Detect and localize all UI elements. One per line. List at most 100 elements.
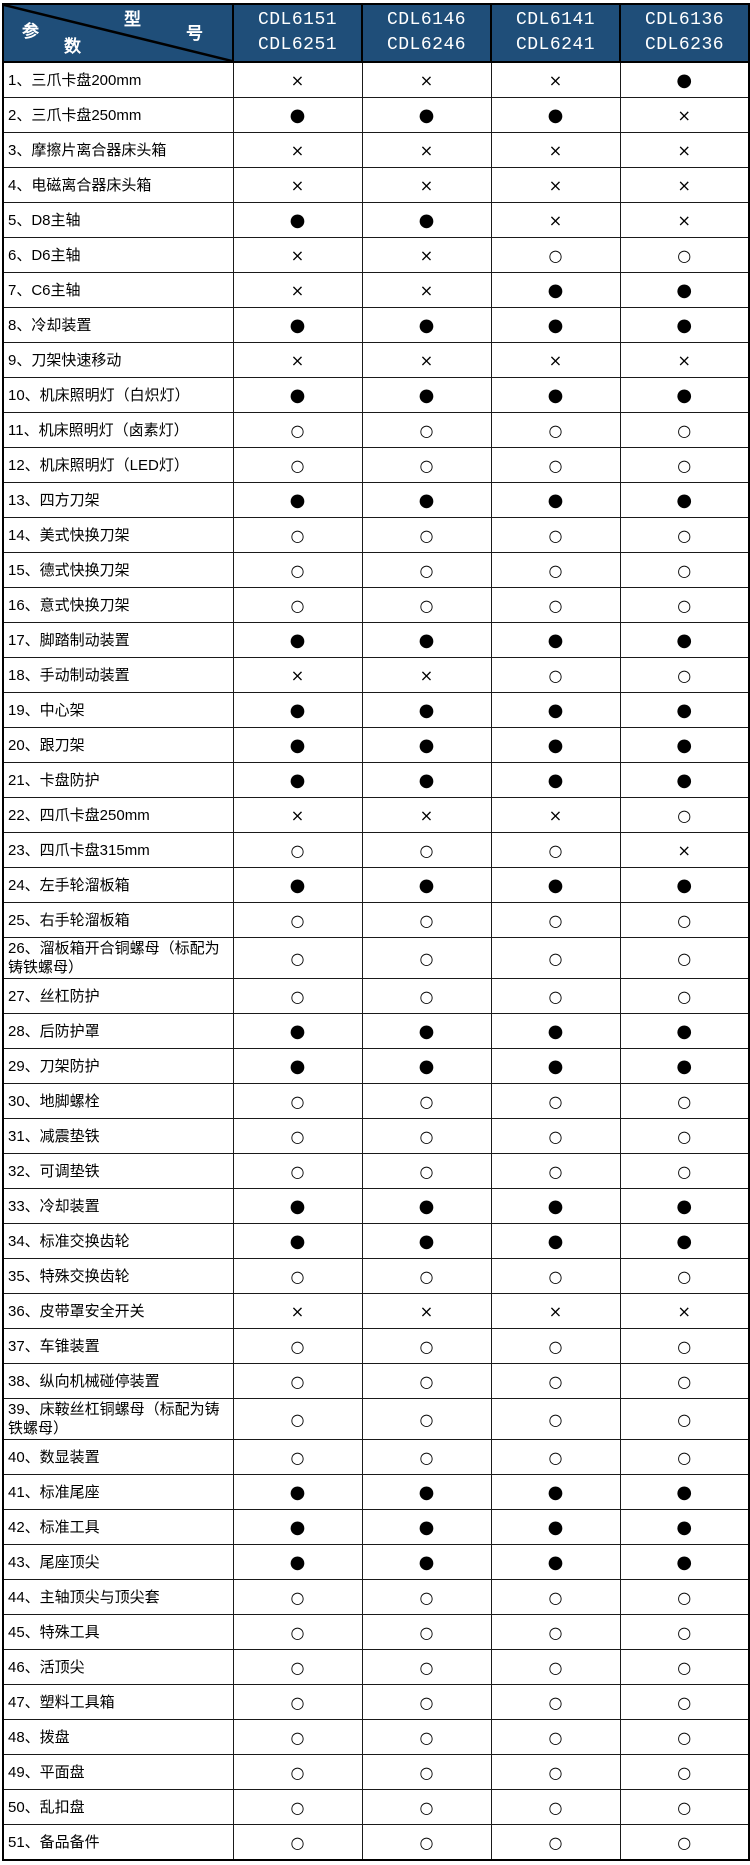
row-label: 34、标准交换齿轮	[2, 1223, 234, 1259]
standard-symbol: ●	[490, 1474, 621, 1510]
none-symbol: ×	[490, 132, 621, 168]
standard-symbol: ●	[619, 377, 750, 413]
none-symbol: ×	[232, 1293, 363, 1329]
optional-symbol: ○	[619, 552, 750, 588]
row-label: 35、特殊交换齿轮	[2, 1258, 234, 1294]
corner-model-char-1: 型	[124, 10, 141, 29]
model-name: CDL6236	[644, 35, 725, 55]
table-row: 17、脚踏制动装置 ● ● ● ●	[2, 622, 750, 658]
table-row: 26、溜板箱开合铜螺母（标配为铸铁螺母） ○ ○ ○ ○	[2, 937, 750, 979]
optional-symbol: ○	[361, 1824, 492, 1861]
optional-symbol: ○	[490, 657, 621, 693]
row-label: 38、纵向机械碰停装置	[2, 1363, 234, 1399]
optional-symbol: ○	[361, 1684, 492, 1720]
optional-symbol: ○	[619, 412, 750, 448]
table-row: 31、减震垫铁 ○ ○ ○ ○	[2, 1118, 750, 1154]
optional-symbol: ○	[490, 447, 621, 483]
none-symbol: ×	[232, 132, 363, 168]
standard-symbol: ●	[232, 1013, 363, 1049]
row-label: 2、三爪卡盘250mm	[2, 97, 234, 133]
standard-symbol: ●	[490, 482, 621, 518]
optional-symbol: ○	[619, 1684, 750, 1720]
row-label: 43、尾座顶尖	[2, 1544, 234, 1580]
row-label: 20、跟刀架	[2, 727, 234, 763]
optional-symbol: ○	[361, 1328, 492, 1364]
optional-symbol: ○	[490, 902, 621, 938]
optional-symbol: ○	[619, 1824, 750, 1861]
table-row: 33、冷却装置 ● ● ● ●	[2, 1188, 750, 1224]
optional-symbol: ○	[490, 1439, 621, 1475]
none-symbol: ×	[619, 342, 750, 378]
table-body: 1、三爪卡盘200mm × × × ● 2、三爪卡盘250mm ● ● ● × 3、摩擦片离合器床头…	[2, 61, 750, 1861]
standard-symbol: ●	[619, 1223, 750, 1259]
row-label: 33、冷却装置	[2, 1188, 234, 1224]
row-label: 40、数显装置	[2, 1439, 234, 1475]
optional-symbol: ○	[361, 552, 492, 588]
model-name: CDL6141	[515, 10, 596, 30]
row-label: 49、平面盘	[2, 1754, 234, 1790]
row-label: 46、活顶尖	[2, 1649, 234, 1685]
optional-symbol: ○	[361, 1363, 492, 1399]
standard-symbol: ●	[361, 762, 492, 798]
table-row: 39、床鞍丝杠铜螺母（标配为铸铁螺母） ○ ○ ○ ○	[2, 1398, 750, 1440]
standard-symbol: ●	[361, 1188, 492, 1224]
optional-symbol: ○	[232, 552, 363, 588]
standard-symbol: ●	[361, 482, 492, 518]
row-label: 47、塑料工具箱	[2, 1684, 234, 1720]
model-header-col-1: CDL6151 CDL6251	[232, 3, 363, 63]
table-row: 15、德式快换刀架 ○ ○ ○ ○	[2, 552, 750, 588]
none-symbol: ×	[232, 342, 363, 378]
optional-symbol: ○	[232, 832, 363, 868]
table-row: 8、冷却装置 ● ● ● ●	[2, 307, 750, 343]
standard-symbol: ●	[490, 727, 621, 763]
table-row: 38、纵向机械碰停装置 ○ ○ ○ ○	[2, 1363, 750, 1399]
optional-symbol: ○	[619, 517, 750, 553]
optional-symbol: ○	[361, 937, 492, 979]
optional-symbol: ○	[361, 1789, 492, 1825]
standard-symbol: ●	[619, 272, 750, 308]
standard-symbol: ●	[619, 1544, 750, 1580]
standard-symbol: ●	[361, 867, 492, 903]
none-symbol: ×	[619, 167, 750, 203]
standard-symbol: ●	[232, 1544, 363, 1580]
none-symbol: ×	[619, 832, 750, 868]
optional-symbol: ○	[619, 1083, 750, 1119]
row-label: 5、D8主轴	[2, 202, 234, 238]
standard-symbol: ●	[619, 1509, 750, 1545]
row-label: 48、拨盘	[2, 1719, 234, 1755]
optional-symbol: ○	[361, 902, 492, 938]
optional-symbol: ○	[232, 1118, 363, 1154]
standard-symbol: ●	[490, 97, 621, 133]
standard-symbol: ●	[490, 622, 621, 658]
standard-symbol: ●	[361, 727, 492, 763]
model-header-col-3: CDL6141 CDL6241	[490, 3, 621, 63]
standard-symbol: ●	[619, 1048, 750, 1084]
optional-symbol: ○	[619, 237, 750, 273]
none-symbol: ×	[232, 797, 363, 833]
standard-symbol: ●	[619, 1188, 750, 1224]
row-label: 4、电磁离合器床头箱	[2, 167, 234, 203]
table-row: 6、D6主轴 × × ○ ○	[2, 237, 750, 273]
optional-symbol: ○	[232, 1719, 363, 1755]
row-label: 45、特殊工具	[2, 1614, 234, 1650]
row-label: 24、左手轮溜板箱	[2, 867, 234, 903]
standard-symbol: ●	[232, 762, 363, 798]
none-symbol: ×	[361, 272, 492, 308]
standard-symbol: ●	[361, 1474, 492, 1510]
standard-symbol: ●	[619, 307, 750, 343]
optional-symbol: ○	[490, 1083, 621, 1119]
standard-symbol: ●	[619, 1474, 750, 1510]
standard-symbol: ●	[361, 1223, 492, 1259]
model-name: CDL6151	[257, 10, 338, 30]
row-label: 50、乱扣盘	[2, 1789, 234, 1825]
table-row: 18、手动制动装置 × × ○ ○	[2, 657, 750, 693]
row-label: 23、四爪卡盘315mm	[2, 832, 234, 868]
none-symbol: ×	[232, 272, 363, 308]
optional-symbol: ○	[232, 447, 363, 483]
standard-symbol: ●	[490, 1544, 621, 1580]
optional-symbol: ○	[619, 937, 750, 979]
standard-symbol: ●	[490, 272, 621, 308]
standard-symbol: ●	[232, 727, 363, 763]
optional-symbol: ○	[232, 1439, 363, 1475]
table-row: 12、机床照明灯（LED灯） ○ ○ ○ ○	[2, 447, 750, 483]
